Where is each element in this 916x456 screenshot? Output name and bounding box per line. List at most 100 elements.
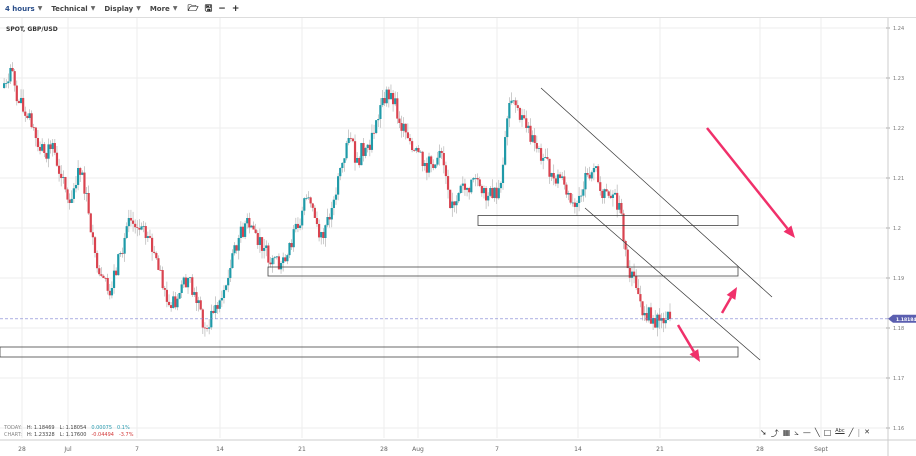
trendline	[584, 207, 761, 361]
candle	[482, 188, 486, 194]
candle	[275, 256, 278, 258]
candle	[172, 296, 175, 308]
candle	[191, 277, 194, 295]
horizontal-line-icon[interactable]: —	[802, 428, 811, 437]
stats-panel: TODAY: H: 1.18469 L: 1.18054 0.00075 0.1% CH…	[4, 425, 138, 439]
candle	[117, 254, 120, 276]
folder-open-icon[interactable]: 🗁	[187, 3, 199, 14]
candle	[233, 245, 236, 254]
close-icon[interactable]: ✕	[864, 428, 871, 436]
candle	[98, 268, 101, 275]
interval-dropdown[interactable]: 4 hours ▼	[5, 5, 42, 13]
display-dropdown[interactable]: Display ▼	[104, 5, 140, 13]
candle	[618, 203, 621, 210]
candle	[146, 236, 149, 238]
candle	[89, 213, 92, 233]
chart-title: SPOT, GBP/USD	[6, 26, 58, 33]
candle	[616, 192, 619, 210]
candle	[140, 226, 143, 230]
candle	[121, 253, 124, 254]
save-icon[interactable]: 🖫	[204, 3, 213, 14]
candle	[313, 207, 316, 218]
zoom-in-icon[interactable]: +	[231, 3, 240, 14]
candle	[57, 165, 61, 174]
candle	[277, 256, 281, 270]
chart-change: -0.04494	[91, 432, 114, 438]
candle	[487, 195, 490, 201]
support-resistance-zone	[267, 266, 739, 277]
candle	[93, 237, 97, 253]
candle	[15, 85, 18, 102]
candle	[408, 138, 412, 142]
text-icon[interactable]: Abc	[835, 428, 845, 434]
candle	[603, 189, 606, 198]
candle	[427, 156, 431, 173]
candle	[478, 179, 481, 186]
line-icon[interactable]: ╱	[848, 428, 854, 437]
technical-dropdown[interactable]: Technical ▼	[51, 5, 95, 13]
candle	[26, 115, 29, 118]
today-label: TODAY:	[4, 425, 22, 431]
candle	[609, 195, 612, 198]
x-tick-label: Jul	[63, 446, 72, 453]
candle	[510, 100, 513, 103]
candle	[544, 157, 547, 158]
x-tick-label: Sept	[814, 446, 828, 453]
candle	[584, 173, 587, 190]
pointer-icon[interactable]: ➘	[760, 428, 767, 437]
candle	[309, 197, 312, 204]
candle	[324, 225, 327, 238]
candle	[461, 183, 464, 186]
candle	[432, 164, 435, 168]
candle	[214, 305, 217, 313]
candle	[451, 201, 454, 208]
arrow-head	[783, 225, 795, 238]
y-tick-label: 1.24	[893, 26, 904, 32]
candle	[491, 188, 494, 198]
x-tick-label: 21	[298, 446, 306, 453]
candle	[607, 191, 610, 196]
price-chart[interactable]: 1.24 1.23 1.22 1.21 1.2 1.19 1.18 1.17 1.16 28 Jul…	[0, 18, 916, 456]
candle	[197, 300, 200, 303]
candle	[457, 193, 460, 202]
curve-icon[interactable]: ⤴	[770, 429, 779, 438]
candle	[41, 144, 44, 151]
candle	[480, 185, 483, 194]
more-label: More	[149, 4, 170, 13]
candle	[592, 168, 595, 173]
candle	[624, 240, 627, 250]
candle	[590, 172, 593, 179]
candle	[256, 233, 259, 245]
candle	[601, 190, 604, 198]
more-dropdown[interactable]: More ▼	[150, 5, 178, 13]
candle	[43, 144, 46, 153]
candle	[489, 188, 492, 196]
candle	[224, 285, 228, 290]
candle	[523, 115, 526, 119]
candle	[142, 226, 145, 227]
candle	[96, 253, 99, 269]
candle	[205, 328, 209, 329]
candle	[497, 188, 500, 199]
candle	[60, 173, 63, 178]
candle	[157, 258, 160, 270]
candle	[436, 157, 439, 165]
candle	[286, 255, 289, 262]
today-pct: 0.1%	[117, 425, 130, 431]
candle	[305, 198, 308, 199]
rectangle-icon[interactable]: □	[823, 428, 832, 437]
candle	[554, 178, 557, 184]
y-tick-label: 1.2	[893, 226, 901, 232]
candle	[311, 203, 314, 208]
zoom-out-icon[interactable]: −	[218, 3, 226, 14]
fan-icon[interactable]: ⦣	[794, 428, 799, 437]
candle	[100, 274, 103, 276]
candle	[641, 301, 644, 316]
x-tick-label: Aug	[412, 446, 424, 453]
trendline-icon[interactable]: ╲	[814, 428, 820, 437]
grid-icon[interactable]: ▦	[782, 428, 791, 437]
candle	[628, 268, 631, 278]
candle	[199, 300, 202, 310]
candle	[567, 193, 570, 195]
candle	[662, 318, 665, 324]
